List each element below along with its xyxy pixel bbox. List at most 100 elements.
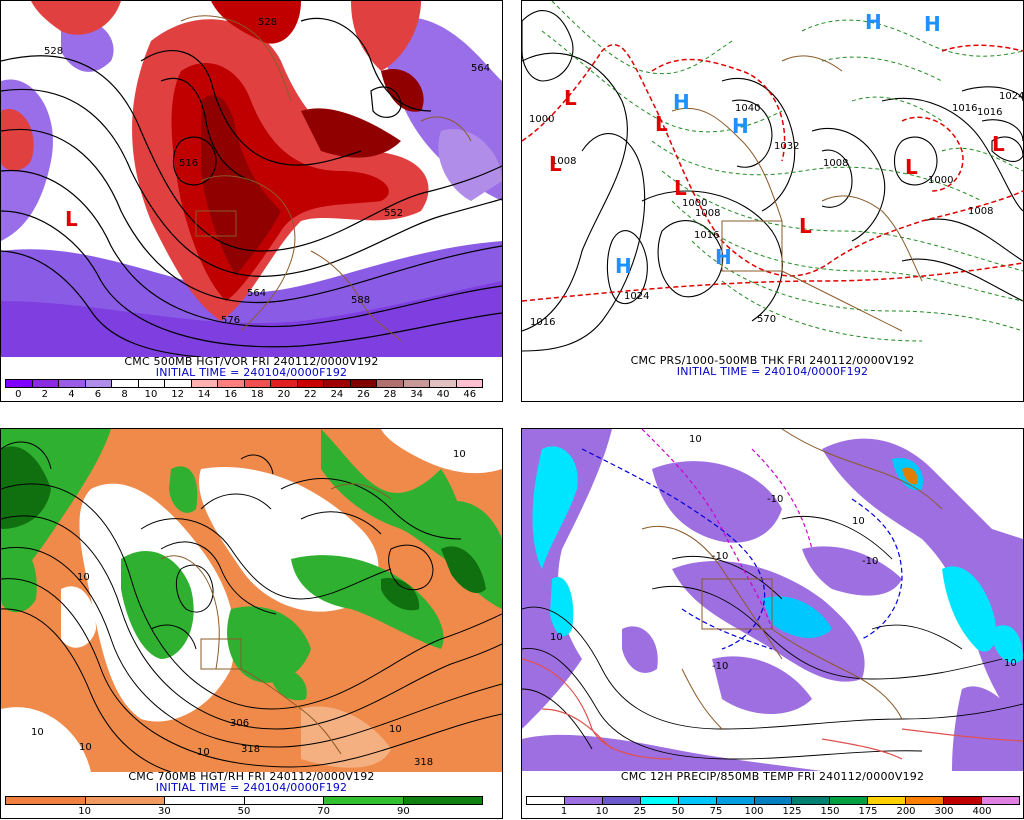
low-symbol: L xyxy=(674,176,687,200)
colorbar-swatch xyxy=(324,380,351,387)
colorbar-swatch xyxy=(6,797,86,804)
rh-map: 10 10 10 10 306 318 318 10 10 xyxy=(1,429,502,772)
contour-label: 1008 xyxy=(695,208,720,219)
contour-label: 552 xyxy=(384,208,403,219)
colorbar-swatch xyxy=(716,797,755,804)
low-symbol: L xyxy=(655,112,668,136)
contour-label: -10 xyxy=(862,556,878,567)
vorticity-map: 528 528 516 552 564 576 588 564 L xyxy=(1,1,502,357)
colorbar-swatch xyxy=(218,380,245,387)
high-symbol: H xyxy=(615,254,632,278)
colorbar-swatch xyxy=(640,797,679,804)
contour-label: 1016 xyxy=(977,107,1002,118)
colorbar-tick-label: 300 xyxy=(934,806,954,817)
colorbar-swatch xyxy=(906,797,945,804)
high-symbol: H xyxy=(865,10,882,34)
colorbar-swatch xyxy=(297,380,324,387)
low-symbol: L xyxy=(905,155,918,179)
vorticity-colorbar xyxy=(5,379,483,388)
rh-colorbar xyxy=(5,796,483,805)
contour-label: 528 xyxy=(258,17,277,28)
contour-label: 10 xyxy=(197,747,210,758)
contour-label: 1024 xyxy=(999,91,1023,102)
contour-label: 528 xyxy=(44,46,63,57)
contour-label: 564 xyxy=(247,288,266,299)
colorbar-swatch xyxy=(32,380,59,387)
colorbar-swatch xyxy=(59,380,86,387)
contour-label: 10 xyxy=(453,449,466,460)
pressure-contour-labels: 1000 1008 1016 1024 1040 1032 1008 1000 … xyxy=(529,91,1023,328)
colorbar-tick-label: 400 xyxy=(972,806,992,817)
contour-label: 306 xyxy=(230,718,249,729)
low-symbol: L xyxy=(799,214,812,238)
colorbar-swatch xyxy=(112,380,139,387)
initial-time: INITIAL TIME = 240104/0000F192 xyxy=(155,366,348,379)
colorbar-swatch xyxy=(85,797,165,804)
contour-label: 1008 xyxy=(968,206,993,217)
contour-label: 10 xyxy=(852,516,865,527)
colorbar-tick-label: 10 xyxy=(78,806,92,817)
colorbar-swatch xyxy=(830,797,869,804)
colorbar-swatch xyxy=(944,797,983,804)
colorbar-tick-label: 100 xyxy=(744,806,764,817)
contour-label: 10 xyxy=(1004,658,1017,669)
colorbar-swatch xyxy=(982,797,1019,804)
rh-colorbar-ticks: 10 30 50 70 90 xyxy=(5,806,483,820)
pressure-map: 1000 1008 1016 1024 1040 1032 1008 1000 … xyxy=(522,1,1023,356)
precip-contour-labels: 10 10 10 10 -10 -10 -10 -10 xyxy=(550,434,1017,672)
colorbar-tick-label: 46 xyxy=(463,389,477,400)
colorbar-swatch xyxy=(165,380,192,387)
contour-label: 10 xyxy=(79,742,92,753)
panel-title: CMC 700MB HGT/RH FRI 240112/0000V192 xyxy=(128,770,375,783)
panel-pressure-thickness: 1000 1008 1016 1024 1040 1032 1008 1000 … xyxy=(521,0,1024,402)
colorbar-swatch xyxy=(377,380,404,387)
colorbar-tick-label: 75 xyxy=(709,806,723,817)
colorbar-swatch xyxy=(403,380,430,387)
panel-700mb-rh: 10 10 10 10 306 318 318 10 10 CMC 700MB … xyxy=(0,428,503,819)
contour-label: 1016 xyxy=(952,103,977,114)
colorbar-tick-label: 26 xyxy=(357,389,370,400)
colorbar-swatch xyxy=(868,797,907,804)
vorticity-contour-labels: 528 528 516 552 564 576 588 564 xyxy=(44,17,490,326)
colorbar-swatch xyxy=(527,797,565,804)
colorbar-swatch xyxy=(138,380,165,387)
colorbar-tick-label: 10 xyxy=(595,806,609,817)
colorbar-swatch xyxy=(564,797,603,804)
contour-label: 10 xyxy=(389,724,402,735)
contour-label: 10 xyxy=(77,572,90,583)
colorbar-tick-label: 16 xyxy=(224,389,238,400)
contour-label: 1024 xyxy=(624,291,649,302)
colorbar-tick-label: 70 xyxy=(317,806,331,817)
contour-label: 564 xyxy=(471,63,490,74)
colorbar-swatch xyxy=(271,380,298,387)
colorbar-swatch xyxy=(85,380,112,387)
contour-label: -10 xyxy=(767,494,783,505)
panel-title: CMC PRS/1000-500MB THK FRI 240112/0000V1… xyxy=(630,354,915,367)
colorbar-tick-label: 125 xyxy=(782,806,802,817)
contour-label: 1016 xyxy=(530,317,555,328)
contour-label: 10 xyxy=(550,632,563,643)
high-symbol: H xyxy=(924,12,941,36)
colorbar-tick-label: 25 xyxy=(633,806,647,817)
colorbar-tick-label: 6 xyxy=(94,389,102,400)
low-symbol: L xyxy=(992,132,1005,156)
precip-colorbar-ticks: 1 10 25 50 75 100 125 150 175 200 300 400 xyxy=(526,806,1020,820)
contour-label: 1032 xyxy=(774,141,799,152)
precip-map: 10 10 10 10 -10 -10 -10 -10 xyxy=(522,429,1023,771)
initial-time: INITIAL TIME = 240104/0000F192 xyxy=(676,365,869,378)
colorbar-tick-label: 50 xyxy=(237,806,251,817)
contour-label: 1000 xyxy=(682,198,707,209)
colorbar-swatch xyxy=(244,380,271,387)
contour-label: 516 xyxy=(179,158,198,169)
contour-label: 10 xyxy=(31,727,44,738)
colorbar-tick-label: 20 xyxy=(277,389,291,400)
high-symbol: H xyxy=(732,114,749,138)
panel-12h-precip: 10 10 10 10 -10 -10 -10 -10 CMC 12H PREC… xyxy=(521,428,1024,819)
colorbar-tick-label: 50 xyxy=(671,806,685,817)
colorbar-tick-label: 150 xyxy=(820,806,840,817)
colorbar-tick-label: 24 xyxy=(330,389,344,400)
colorbar-tick-label: 1 xyxy=(560,806,568,817)
colorbar-tick-label: 22 xyxy=(304,389,317,400)
contour-label: 1008 xyxy=(551,156,576,167)
colorbar-swatch xyxy=(6,380,33,387)
